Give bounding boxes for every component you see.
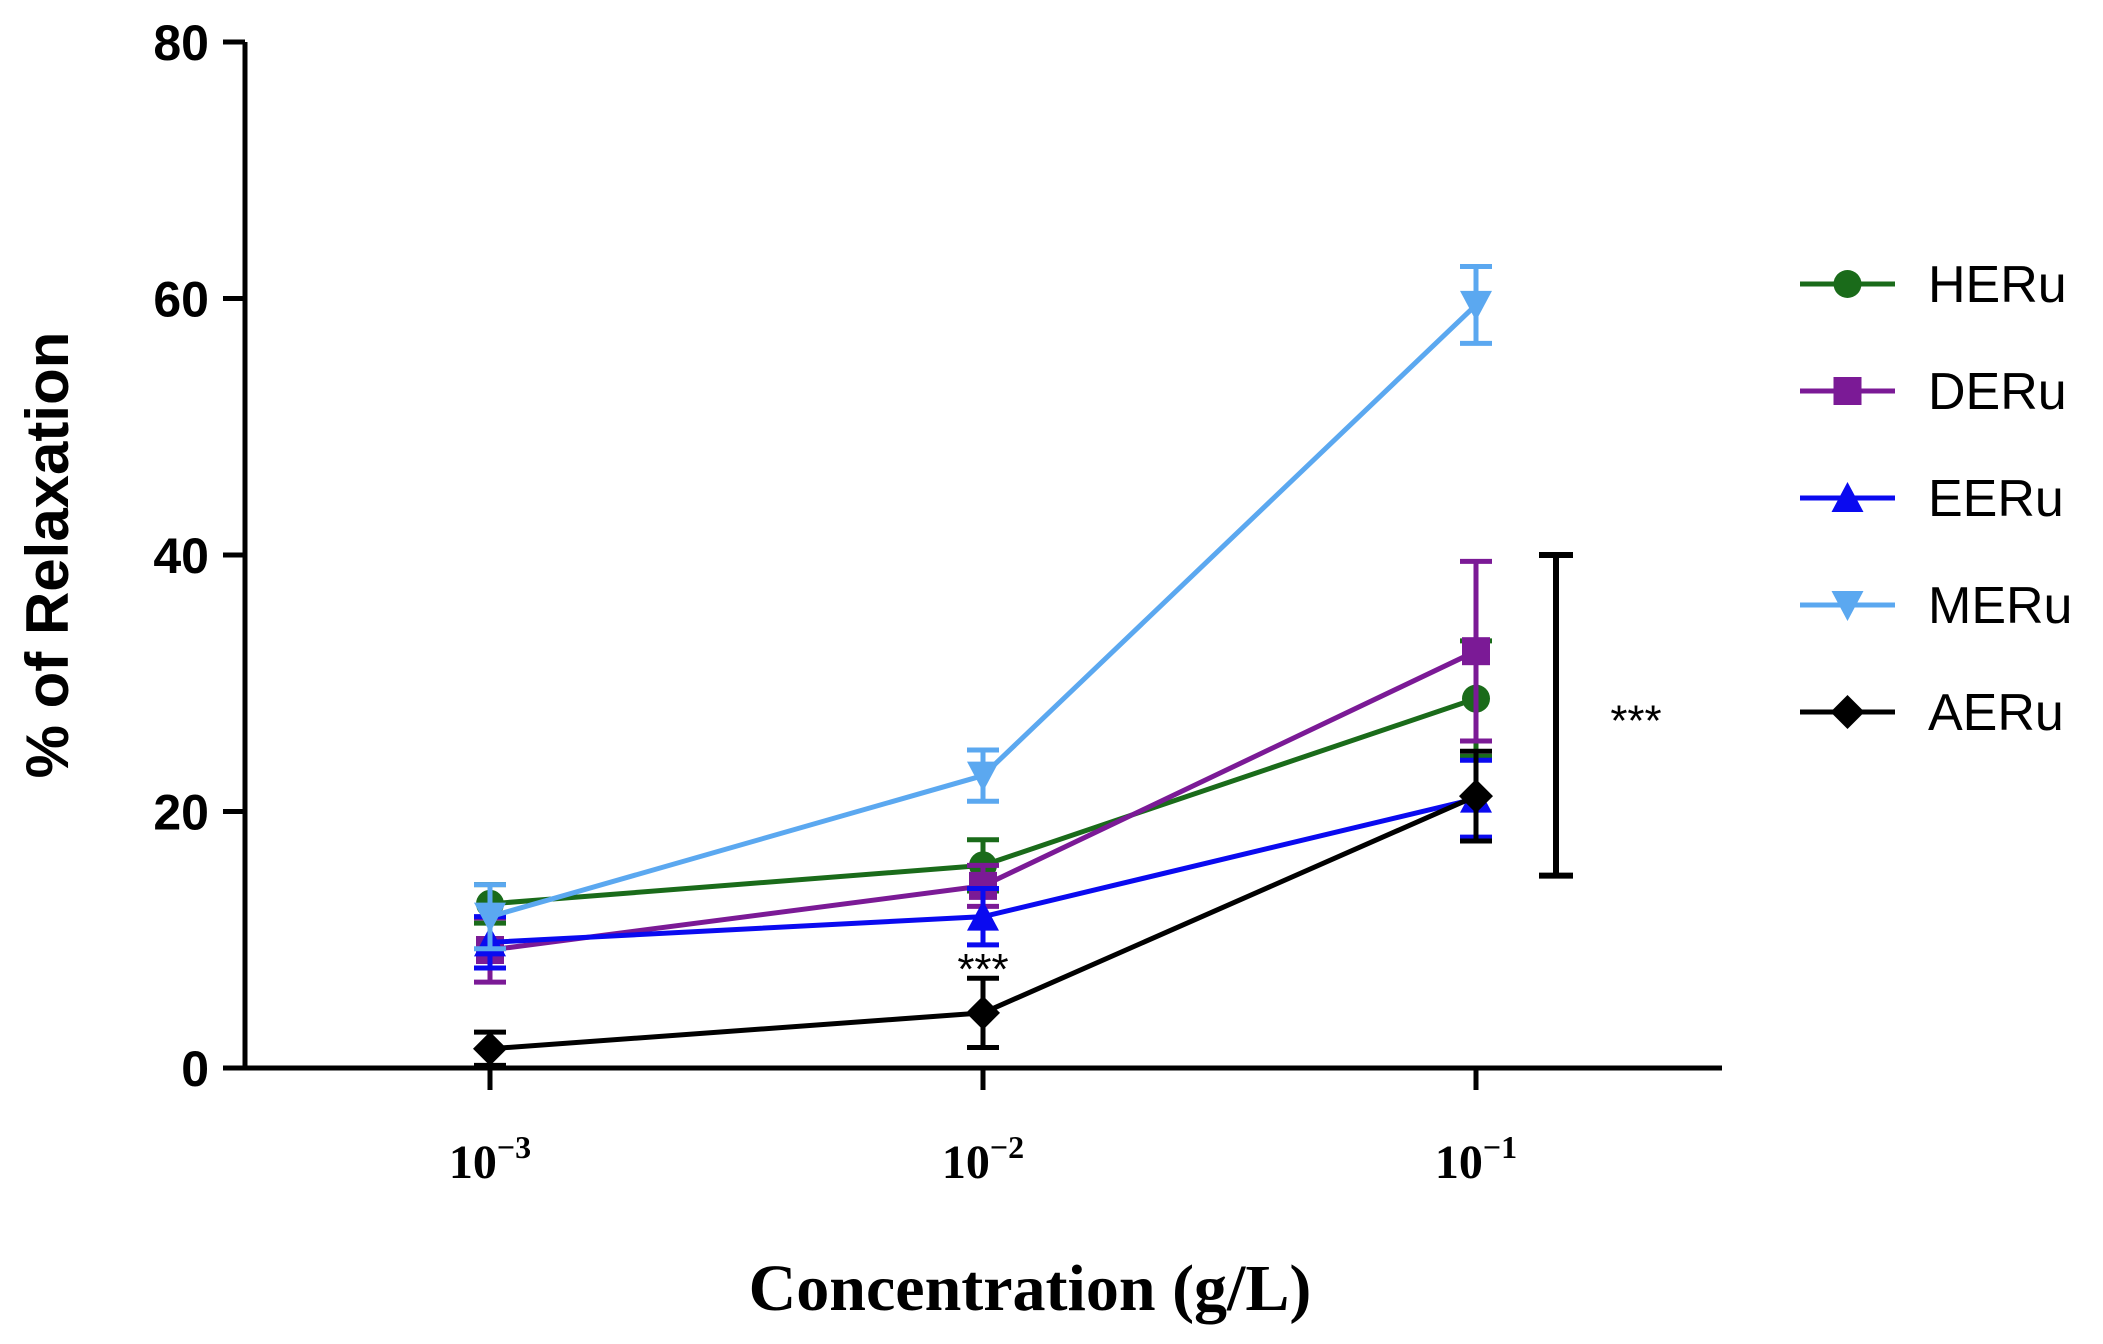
x-tick-label: 10−1	[1435, 1129, 1517, 1189]
y-tick-label: 20	[153, 785, 209, 841]
data-point	[1459, 779, 1493, 814]
series-aeru	[473, 748, 1493, 1068]
y-tick-label: 60	[153, 272, 209, 328]
significance-label: ***	[1610, 696, 1661, 745]
legend-label: EERu	[1928, 470, 2064, 528]
legend-item-meru: MERu	[1800, 577, 2072, 635]
legend-marker	[1833, 270, 1862, 298]
legend: HERu DERu EERu MERu AERu	[1800, 256, 2072, 742]
legend-marker	[1831, 591, 1864, 621]
series-layer	[473, 263, 1493, 1068]
series-meru	[474, 263, 1492, 952]
legend-item-heru: HERu	[1800, 256, 2067, 314]
legend-label: HERu	[1928, 256, 2067, 314]
legend-marker	[1833, 377, 1862, 405]
annotation-layer: *** ***	[957, 552, 1662, 994]
data-point	[1460, 290, 1492, 321]
legend-marker	[1830, 695, 1865, 729]
data-point	[474, 902, 506, 933]
x-tick-label: 10−3	[449, 1129, 531, 1189]
legend-marker	[1831, 482, 1864, 512]
y-tick-label: 0	[181, 1041, 209, 1097]
legend-item-deru: DERu	[1800, 363, 2067, 421]
legend-item-aeru: AERu	[1800, 684, 2064, 742]
significance-bracket	[1539, 552, 1573, 879]
data-point	[1462, 637, 1490, 666]
significance-label: ***	[957, 945, 1008, 994]
y-axis-label: % of Relaxation	[14, 332, 81, 779]
series-line	[489, 303, 1478, 920]
x-axis-label: Concentration (g/L)	[749, 1252, 1312, 1325]
x-tick-label: 10−2	[942, 1129, 1024, 1189]
data-point	[967, 761, 999, 792]
data-point	[473, 1031, 507, 1066]
y-tick-label: 80	[153, 15, 209, 71]
axes: 0 20 40 60 80 10−3 10−2 10−1	[153, 15, 1722, 1189]
y-tick-label: 40	[153, 528, 209, 584]
data-point	[967, 900, 999, 931]
legend-label: DERu	[1928, 363, 2067, 421]
legend-label: MERu	[1928, 577, 2072, 635]
legend-label: AERu	[1928, 684, 2064, 742]
legend-item-eeru: EERu	[1800, 470, 2064, 528]
data-point	[966, 995, 1000, 1030]
